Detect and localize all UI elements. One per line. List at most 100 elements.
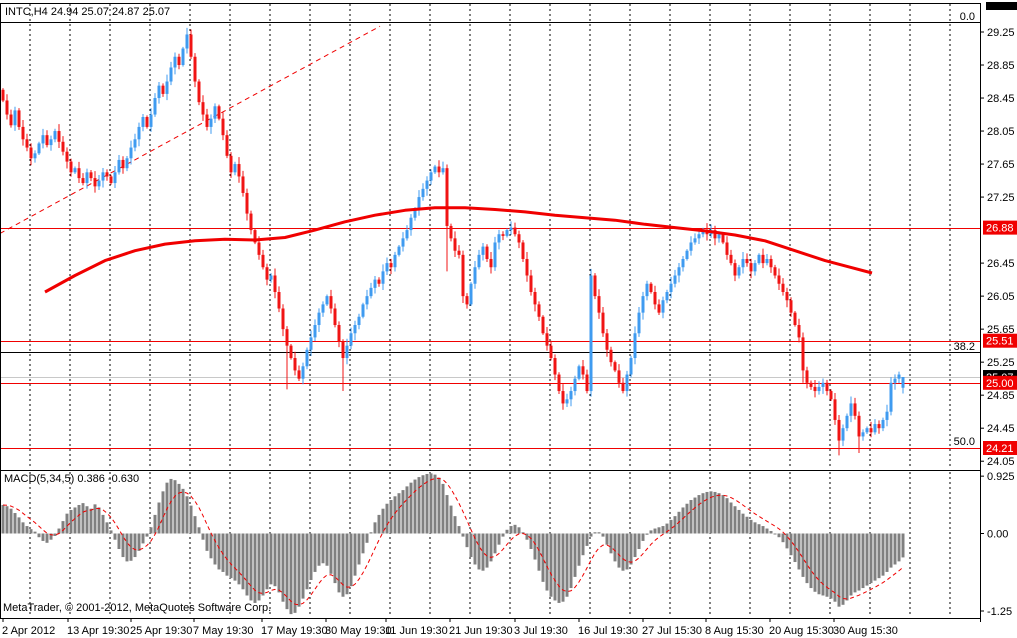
macd-histogram-bar <box>801 533 805 577</box>
candle-body <box>193 56 197 82</box>
macd-histogram-bar <box>813 533 817 592</box>
macd-histogram-bar <box>185 496 189 534</box>
candle-body <box>65 151 69 162</box>
macd-histogram-bar <box>473 533 477 565</box>
candle-body <box>249 213 253 231</box>
candle-body <box>737 267 741 276</box>
candle-body <box>253 230 257 243</box>
macd-histogram-bar <box>337 533 341 593</box>
candle-body <box>577 366 581 379</box>
macd-histogram-bar <box>757 524 761 534</box>
macd-histogram-bar <box>29 529 33 534</box>
moving-average-line <box>44 206 873 294</box>
macd-indicator-label: MACD(5,34,5) 0.386 -0.630 <box>4 473 140 485</box>
candle-body <box>393 254 397 268</box>
candle-body <box>361 304 365 317</box>
macd-histogram-bar <box>285 533 289 610</box>
candle-body <box>109 176 113 184</box>
candle-body <box>765 258 769 264</box>
candle-body <box>169 67 173 82</box>
macd-histogram-bar <box>153 514 157 534</box>
candle-body <box>889 382 893 412</box>
candle-body <box>49 139 53 146</box>
macd-histogram-bar <box>177 483 181 534</box>
macd-histogram-bar <box>429 473 433 534</box>
candle-body <box>773 267 777 276</box>
candle-body <box>585 374 589 392</box>
candle-body <box>489 258 493 268</box>
macd-histogram-bar <box>405 486 409 534</box>
macd-histogram-bar <box>521 532 525 534</box>
macd-histogram-bar <box>401 490 405 534</box>
macd-axis-label: 0.00 <box>987 529 1008 541</box>
candle-body <box>53 131 57 140</box>
candle-body <box>97 180 101 187</box>
time-axis-label: 17 May 19:30 <box>261 625 328 637</box>
macd-histogram-bar <box>89 508 93 534</box>
candle-body <box>801 337 805 371</box>
macd-histogram-bar <box>149 527 153 534</box>
candle-body <box>61 141 65 152</box>
macd-histogram-bar <box>361 533 365 554</box>
candle-body <box>653 292 657 305</box>
macd-histogram-bar <box>229 533 233 579</box>
candle-body <box>517 234 521 243</box>
candle-body <box>157 85 161 99</box>
candle-body <box>465 296 469 305</box>
candle-body <box>749 263 753 272</box>
candle-body <box>153 98 157 115</box>
candle-body <box>161 85 165 94</box>
macd-histogram-bar <box>469 533 473 558</box>
price-axis-label: 26.45 <box>987 258 1015 270</box>
candle-body <box>129 147 133 159</box>
candle-body <box>893 378 897 383</box>
macd-histogram-bar <box>701 493 705 534</box>
candle-body <box>177 56 181 66</box>
candle-body <box>713 230 717 239</box>
macd-histogram-bar <box>741 513 745 534</box>
macd-histogram-bar <box>369 532 373 534</box>
candle-body <box>549 345 553 359</box>
candle-body <box>457 250 461 255</box>
candle-body <box>417 197 421 210</box>
macd-histogram-bar <box>657 527 661 534</box>
candle-body <box>69 161 73 173</box>
candle-body <box>209 118 213 127</box>
macd-histogram-bar <box>753 522 757 534</box>
candle-body <box>293 358 297 371</box>
macd-histogram-bar <box>233 533 237 581</box>
price-axis-label: 26.05 <box>987 291 1015 303</box>
candle-body <box>525 258 529 276</box>
macd-histogram-bar <box>93 504 97 534</box>
candle-body <box>841 428 845 441</box>
time-axis-label: 30 May 19:30 <box>325 625 392 637</box>
candle-body <box>541 316 545 334</box>
macd-histogram-bar <box>297 533 301 607</box>
candle-body <box>421 188 425 198</box>
candle-body <box>241 176 245 193</box>
candle-body <box>557 374 561 392</box>
candle-body <box>561 391 565 404</box>
macd-histogram-bar <box>785 533 789 549</box>
candle-body <box>637 312 641 334</box>
candle-body <box>785 292 789 301</box>
candle-body <box>117 159 121 173</box>
candle-body <box>693 238 697 243</box>
macd-histogram-bar <box>597 532 601 534</box>
macd-histogram-bar <box>45 533 49 543</box>
macd-histogram-bar <box>237 533 241 585</box>
candle-body <box>181 48 185 66</box>
macd-histogram-bar <box>533 533 537 560</box>
macd-histogram-bar <box>161 491 165 534</box>
macd-histogram-bar <box>509 526 513 534</box>
macd-histogram-bar <box>189 505 193 534</box>
macd-histogram-bar <box>465 533 469 548</box>
macd-histogram-bar <box>725 498 729 534</box>
candle-body <box>281 308 285 330</box>
macd-histogram-bar <box>269 533 273 585</box>
macd-histogram-bar <box>661 526 665 534</box>
price-axis-label: 24.45 <box>987 423 1015 435</box>
candle-body <box>545 333 549 346</box>
